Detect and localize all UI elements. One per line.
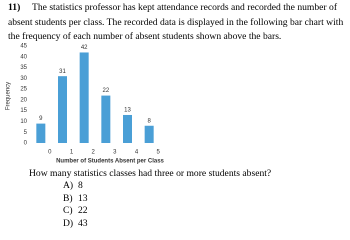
option-letter: B): [63, 192, 73, 204]
question-text: The statistics professor has kept attend…: [8, 2, 344, 43]
option-text: 43: [78, 217, 88, 229]
y-tick-label: 0: [24, 141, 28, 147]
y-tick-label: 45: [20, 44, 27, 50]
bar: [123, 114, 132, 143]
y-tick-label: 15: [20, 108, 27, 114]
bar: [58, 76, 67, 143]
data-label: 8: [147, 118, 151, 124]
x-tick-label: 1: [70, 150, 74, 156]
y-tick-label: 25: [20, 87, 27, 93]
bar: [144, 125, 154, 143]
chart: Frequency Number of Students Absent per …: [6, 44, 165, 165]
x-tick-label: 5: [156, 150, 160, 156]
y-axis-label: Frequency: [6, 82, 12, 110]
y-tick-label: 10: [20, 119, 27, 125]
data-label: 22: [102, 88, 109, 94]
page: 11) The statistics professor has kept att…: [5, 1, 344, 230]
x-axis-label: Number of Students Absent per Class: [56, 159, 164, 165]
data-label: 9: [39, 116, 43, 122]
x-tick-label: 4: [135, 150, 139, 156]
prompt: How many statistics classes had three or…: [29, 168, 272, 179]
bar: [101, 95, 111, 143]
option-text: 22: [78, 205, 88, 216]
data-label: 42: [81, 45, 88, 51]
option: D) 43: [63, 218, 88, 231]
option-letter: A): [63, 180, 74, 191]
option: C) 22: [63, 205, 88, 218]
bar: [36, 123, 46, 143]
x-tick-label: 3: [113, 150, 117, 156]
y-tick-label: 30: [20, 76, 27, 82]
y-tick-label: 20: [20, 97, 27, 103]
option-text: 13: [78, 192, 88, 204]
y-tick-label: 40: [20, 54, 27, 60]
question: 11) The statistics professor has kept att…: [8, 1, 344, 45]
y-tick-label: 35: [20, 65, 27, 71]
question-number: 11): [8, 2, 21, 13]
option: A) 8: [63, 180, 88, 193]
option-text: 8: [78, 180, 83, 191]
data-label: 13: [124, 108, 131, 114]
x-tick-label: 0: [48, 150, 52, 156]
option-letter: D): [63, 217, 74, 229]
y-tick-label: 5: [24, 130, 28, 136]
bar: [79, 52, 89, 143]
option-letter: C): [63, 205, 73, 216]
data-label: 31: [59, 69, 66, 75]
option: B) 13: [63, 193, 88, 206]
options: A) 8 B) 13 C) 22 D) 43: [63, 180, 88, 230]
x-tick-label: 2: [91, 150, 95, 156]
